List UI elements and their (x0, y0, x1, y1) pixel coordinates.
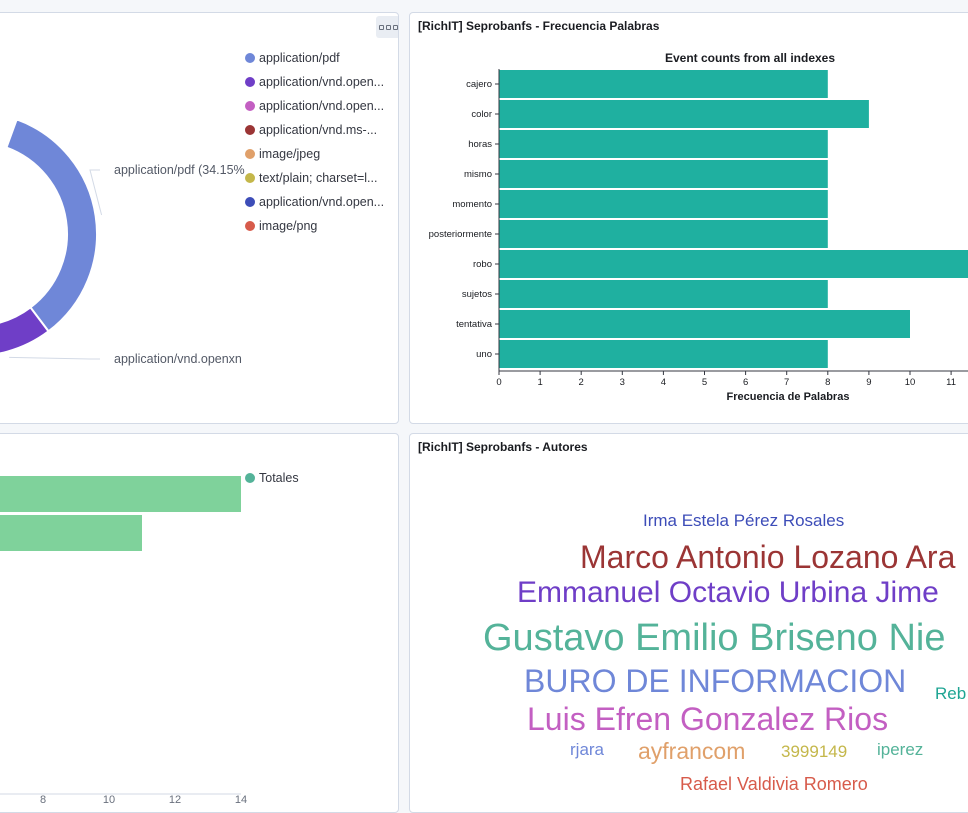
frequency-chart-panel: [RichIT] Seprobanfs - Frecuencia Palabra… (409, 12, 968, 424)
donut-legend: application/pdf application/vnd.open... ap… (245, 46, 384, 238)
callout-line (9, 356, 100, 360)
cloud-word[interactable]: Luis Efren Gonzalez Rios (527, 701, 889, 737)
legend-label: image/jpeg (259, 147, 321, 161)
legend-color-dot (245, 125, 255, 135)
y-tick-label: mismo (464, 169, 492, 180)
legend-color-dot (245, 173, 255, 183)
totals-chart-panel: 8 10 12 14 Totales (0, 433, 399, 813)
cloud-word[interactable]: Emmanuel Octavio Urbina Jime (517, 576, 939, 609)
panel-options-button[interactable] (376, 16, 398, 38)
cloud-word[interactable]: Irma Estela Pérez Rosales (643, 511, 845, 530)
y-tick-label: momento (452, 199, 492, 210)
cloud-word[interactable]: rjara (570, 740, 605, 759)
donut-chart-panel: application/pdf (34.15% application/vnd.o… (0, 12, 399, 424)
totals-bar-chart: 8 10 12 14 (0, 476, 247, 806)
donut-legend-item[interactable]: text/plain; charset=l... (245, 166, 384, 190)
donut-legend-item[interactable]: image/jpeg (245, 142, 384, 166)
y-tick-label: robo (473, 259, 492, 270)
cloud-word[interactable]: 3999149 (781, 742, 848, 761)
bar (499, 250, 968, 278)
bar (499, 130, 828, 158)
cloud-word[interactable]: Gustavo Emilio Briseno Nie (483, 617, 946, 659)
legend-label: Totales (259, 471, 299, 485)
donut-chart: application/pdf (34.15% application/vnd.o… (0, 118, 245, 366)
x-tick-label: 0 (496, 377, 501, 388)
callout-line (89, 169, 103, 216)
legend-color-dot (245, 197, 255, 207)
cloud-word[interactable]: Reb (935, 684, 967, 703)
legend-color-dot (245, 221, 255, 231)
donut-slice (5, 118, 98, 333)
legend-color-dot (245, 473, 255, 483)
cloud-word[interactable]: Rafael Valdivia Romero (680, 774, 868, 794)
donut-legend-item[interactable]: application/vnd.open... (245, 94, 384, 118)
x-tick-label: 4 (661, 377, 666, 388)
bar (499, 70, 828, 98)
legend-label: text/plain; charset=l... (259, 171, 378, 185)
x-tick-label: 5 (702, 377, 707, 388)
legend-color-dot (245, 149, 255, 159)
authors-panel: [RichIT] Seprobanfs - Autores Irma Estel… (409, 433, 968, 813)
legend-label: image/png (259, 219, 318, 233)
legend-label: application/vnd.open... (259, 75, 385, 89)
bar (0, 515, 142, 551)
x-tick-label: 11 (946, 377, 956, 388)
x-axis-label: Frecuencia de Palabras (727, 391, 850, 403)
bar (499, 310, 910, 338)
x-tick-label: 7 (784, 377, 789, 388)
x-tick-label: 1 (537, 377, 542, 388)
cloud-word[interactable]: Marco Antonio Lozano Ara (580, 539, 956, 575)
legend-label: application/vnd.open... (259, 99, 385, 113)
chart-title: Event counts from all indexes (665, 51, 835, 65)
y-tick-label: tentativa (456, 319, 493, 330)
donut-slice (0, 306, 50, 355)
legend-color-dot (245, 53, 255, 63)
legend-label: application/pdf (259, 51, 340, 65)
legend-label: application/vnd.ms-... (259, 123, 378, 137)
bar (499, 220, 828, 248)
x-tick-label: 12 (169, 794, 181, 806)
bar (499, 160, 828, 188)
y-tick-label: cajero (466, 79, 492, 90)
x-tick-label: 8 (40, 794, 46, 806)
y-tick-label: horas (468, 139, 492, 150)
cloud-word[interactable]: ayfrancom (638, 738, 746, 764)
bar (499, 280, 828, 308)
donut-legend-item[interactable]: application/vnd.open... (245, 70, 384, 94)
panel-title: [RichIT] Seprobanfs - Frecuencia Palabra… (418, 19, 660, 33)
x-tick-label: 10 (103, 794, 115, 806)
bar (499, 190, 828, 218)
y-tick-label: color (471, 109, 492, 120)
frequency-bar-chart: Event counts from all indexes cajero color… (429, 51, 968, 403)
y-tick-label: uno (476, 349, 492, 360)
donut-legend-item[interactable]: application/vnd.open... (245, 190, 384, 214)
legend-color-dot (245, 77, 255, 87)
x-tick-label: 10 (905, 377, 916, 388)
donut-legend-item[interactable]: application/vnd.ms-... (245, 118, 384, 142)
bar (499, 340, 828, 368)
legend-color-dot (245, 101, 255, 111)
y-tick-label: sujetos (462, 289, 492, 300)
donut-legend-item[interactable]: application/pdf (245, 46, 384, 70)
legend-label: application/vnd.open... (259, 195, 385, 209)
x-tick-label: 2 (579, 377, 584, 388)
bar (499, 100, 869, 128)
x-tick-label: 3 (620, 377, 625, 388)
x-tick-label: 9 (866, 377, 871, 388)
panel-title: [RichIT] Seprobanfs - Autores (418, 440, 588, 454)
cloud-word[interactable]: BURO DE INFORMACION (524, 663, 907, 699)
x-tick-label: 6 (743, 377, 748, 388)
x-tick-label: 8 (825, 377, 830, 388)
y-tick-label: posteriormente (429, 229, 492, 240)
totals-legend: Totales (245, 466, 299, 490)
cloud-word[interactable]: iperez (877, 740, 924, 759)
slice-callout-label: application/pdf (34.15% (114, 163, 245, 177)
bar (0, 476, 241, 512)
totals-legend-item[interactable]: Totales (245, 466, 299, 490)
slice-callout-label: application/vnd.openxn (114, 352, 242, 366)
donut-legend-item[interactable]: image/png (245, 214, 384, 238)
x-tick-label: 14 (235, 794, 247, 806)
